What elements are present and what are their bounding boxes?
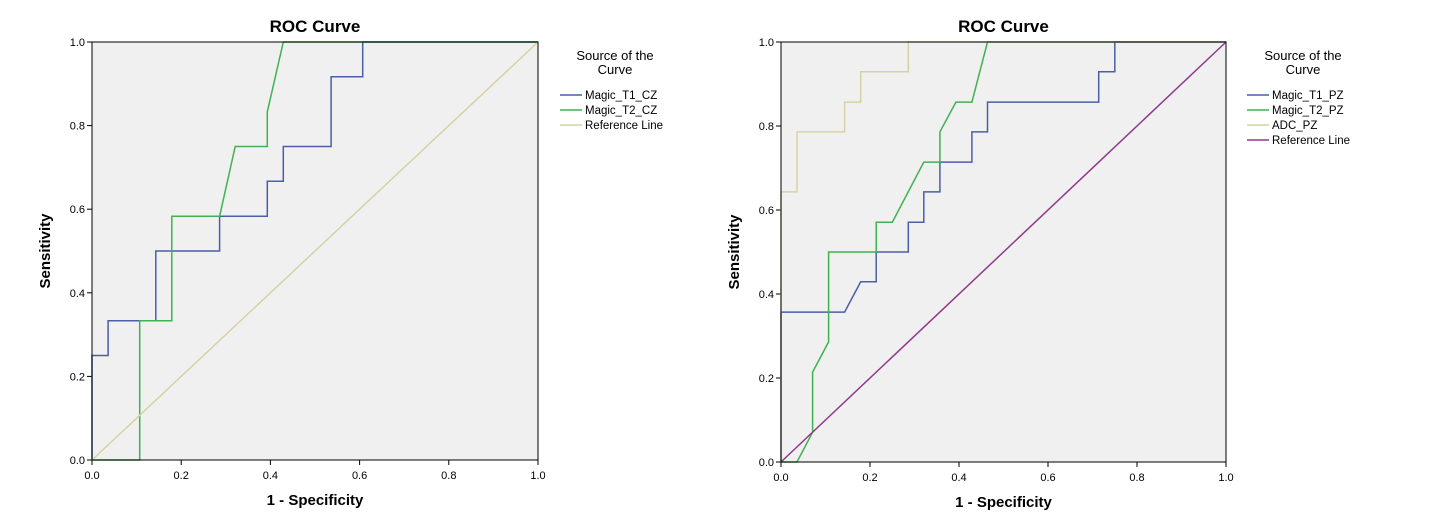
x-tick-label: 0.2 <box>174 470 189 482</box>
x-tick-label: 0.6 <box>352 470 367 482</box>
legend-item-label: Magic_T2_CZ <box>585 105 657 117</box>
y-tick-label: 0.0 <box>759 457 774 469</box>
roc-chart-cz: ROC Curve 0.0 0.2 0.4 0.6 0.8 1.0 0.0 0.2 0.4 0.6 0… <box>37 17 663 509</box>
x-tick-label: 0.4 <box>951 472 966 484</box>
plot-frame <box>91 41 539 461</box>
series-line-magic-t2-pz <box>781 41 1226 463</box>
x-tick-label: 1.0 <box>1218 472 1233 484</box>
x-tick-label: 0.0 <box>773 472 788 484</box>
series-line-magic-t1-pz <box>780 41 1226 462</box>
series-line-reference-line <box>780 41 1227 463</box>
legend-title: Curve <box>598 62 633 77</box>
chart-title: ROC Curve <box>270 17 361 36</box>
y-tick-label: 0.8 <box>70 121 85 133</box>
x-axis-label: 1 - Specificity <box>955 494 1052 511</box>
chart-title: ROC Curve <box>958 17 1049 36</box>
y-tick-label: 0.4 <box>70 288 85 300</box>
legend-title: Source of the <box>576 48 653 63</box>
legend-item-label: Magic_T1_CZ <box>585 90 657 102</box>
x-axis-label: 1 - Specificity <box>267 492 364 509</box>
legend-title: Curve <box>1286 62 1321 77</box>
legend-title: Source of the <box>1264 48 1341 63</box>
series-line-magic-t2-cz <box>92 41 538 461</box>
series-line-reference-line <box>91 41 539 461</box>
legend-item-label: Reference Line <box>585 120 663 132</box>
x-tick-label: 0.8 <box>441 470 456 482</box>
x-tick-label: 0.4 <box>263 470 278 482</box>
legend-item-label: Magic_T2_PZ <box>1272 105 1344 117</box>
series-line-adc-pz <box>780 41 1226 462</box>
y-axis-label: Sensitivity <box>726 214 743 290</box>
legend-item-label: Reference Line <box>1272 135 1350 147</box>
x-tick-label: 0.6 <box>1040 472 1055 484</box>
plot-frame <box>780 41 1227 463</box>
x-tick-label: 0.2 <box>862 472 877 484</box>
series-line-magic-t1-cz <box>91 41 538 460</box>
y-tick-label: 0.8 <box>759 121 774 133</box>
x-tick-label: 1.0 <box>530 470 545 482</box>
legend-item-label: ADC_PZ <box>1272 120 1317 132</box>
y-tick-label: 0.2 <box>70 371 85 383</box>
y-tick-label: 0.0 <box>70 455 85 467</box>
legend-item-label: Magic_T1_PZ <box>1272 90 1344 102</box>
y-tick-label: 1.0 <box>70 37 85 49</box>
y-tick-label: 1.0 <box>759 37 774 49</box>
y-tick-label: 0.6 <box>70 204 85 216</box>
x-tick-label: 0.8 <box>1129 472 1144 484</box>
y-axis-label: Sensitivity <box>37 213 54 289</box>
y-tick-label: 0.4 <box>759 289 774 301</box>
x-tick-label: 0.0 <box>84 470 99 482</box>
roc-chart-pz: ROC Curve 0.0 0.2 0.4 0.6 0.8 1.0 0.0 0.2 0.4 0.6 0… <box>726 17 1350 511</box>
y-tick-label: 0.6 <box>759 205 774 217</box>
y-tick-label: 0.2 <box>759 373 774 385</box>
